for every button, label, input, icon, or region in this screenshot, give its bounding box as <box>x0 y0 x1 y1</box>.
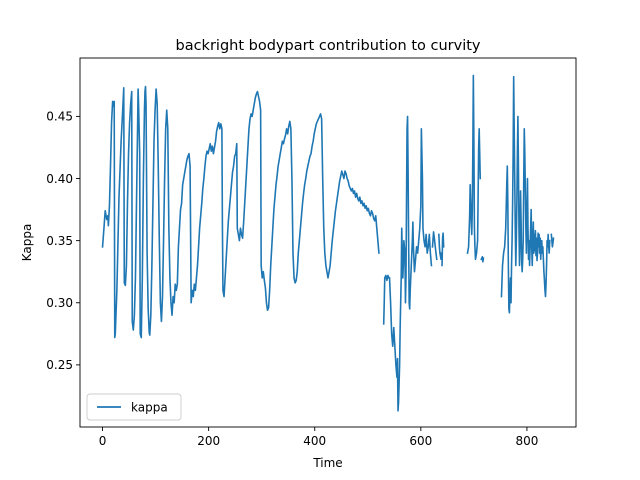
y-axis-title: Kappa <box>20 224 34 262</box>
x-axis-title: Time <box>312 456 342 470</box>
series-kappa-segment-6 <box>466 74 482 261</box>
series-kappa-segment-7 <box>480 255 485 263</box>
y-tick-label-0: 0.25 <box>46 358 73 372</box>
chart-title: backright bodypart contribution to curvi… <box>176 38 481 54</box>
y-tick-label-1: 0.30 <box>46 296 73 310</box>
series-kappa-segment-9 <box>550 233 555 248</box>
y-tick-label-2: 0.35 <box>46 234 73 248</box>
series-kappa-segment-8 <box>500 75 551 314</box>
x-tick-label-800: 800 <box>515 434 538 448</box>
x-tick-label-200: 200 <box>197 434 220 448</box>
plot-frame <box>79 57 577 428</box>
series-kappa-segment-5 <box>441 232 445 267</box>
legend: kappa <box>86 393 182 421</box>
y-tick-label-3: 0.40 <box>46 172 73 186</box>
series-kappa-segment-1 <box>382 274 391 325</box>
plot-area <box>101 74 555 412</box>
y-tick-label-4: 0.45 <box>46 110 73 124</box>
series-kappa-segment-3 <box>431 231 438 261</box>
legend-box <box>86 393 182 421</box>
x-tick-label-600: 600 <box>409 434 432 448</box>
x-axis-ticks: 0 200 400 600 800 <box>99 427 538 448</box>
series-kappa-segment-4 <box>438 233 443 261</box>
series-kappa-segment-0 <box>101 85 380 339</box>
legend-label-kappa: kappa <box>131 401 168 415</box>
x-tick-label-0: 0 <box>99 434 107 448</box>
series-kappa <box>101 74 555 412</box>
y-axis-ticks: 0.25 0.30 0.35 0.40 0.45 <box>46 110 80 372</box>
series-kappa-segment-2 <box>388 115 433 412</box>
x-tick-label-400: 400 <box>303 434 326 448</box>
